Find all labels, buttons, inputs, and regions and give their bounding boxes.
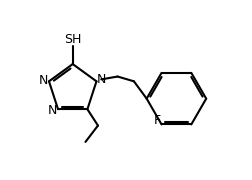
Text: N: N: [96, 73, 106, 86]
Text: N: N: [48, 104, 57, 117]
Text: N: N: [39, 74, 48, 87]
Text: F: F: [153, 114, 160, 127]
Text: SH: SH: [64, 33, 81, 46]
